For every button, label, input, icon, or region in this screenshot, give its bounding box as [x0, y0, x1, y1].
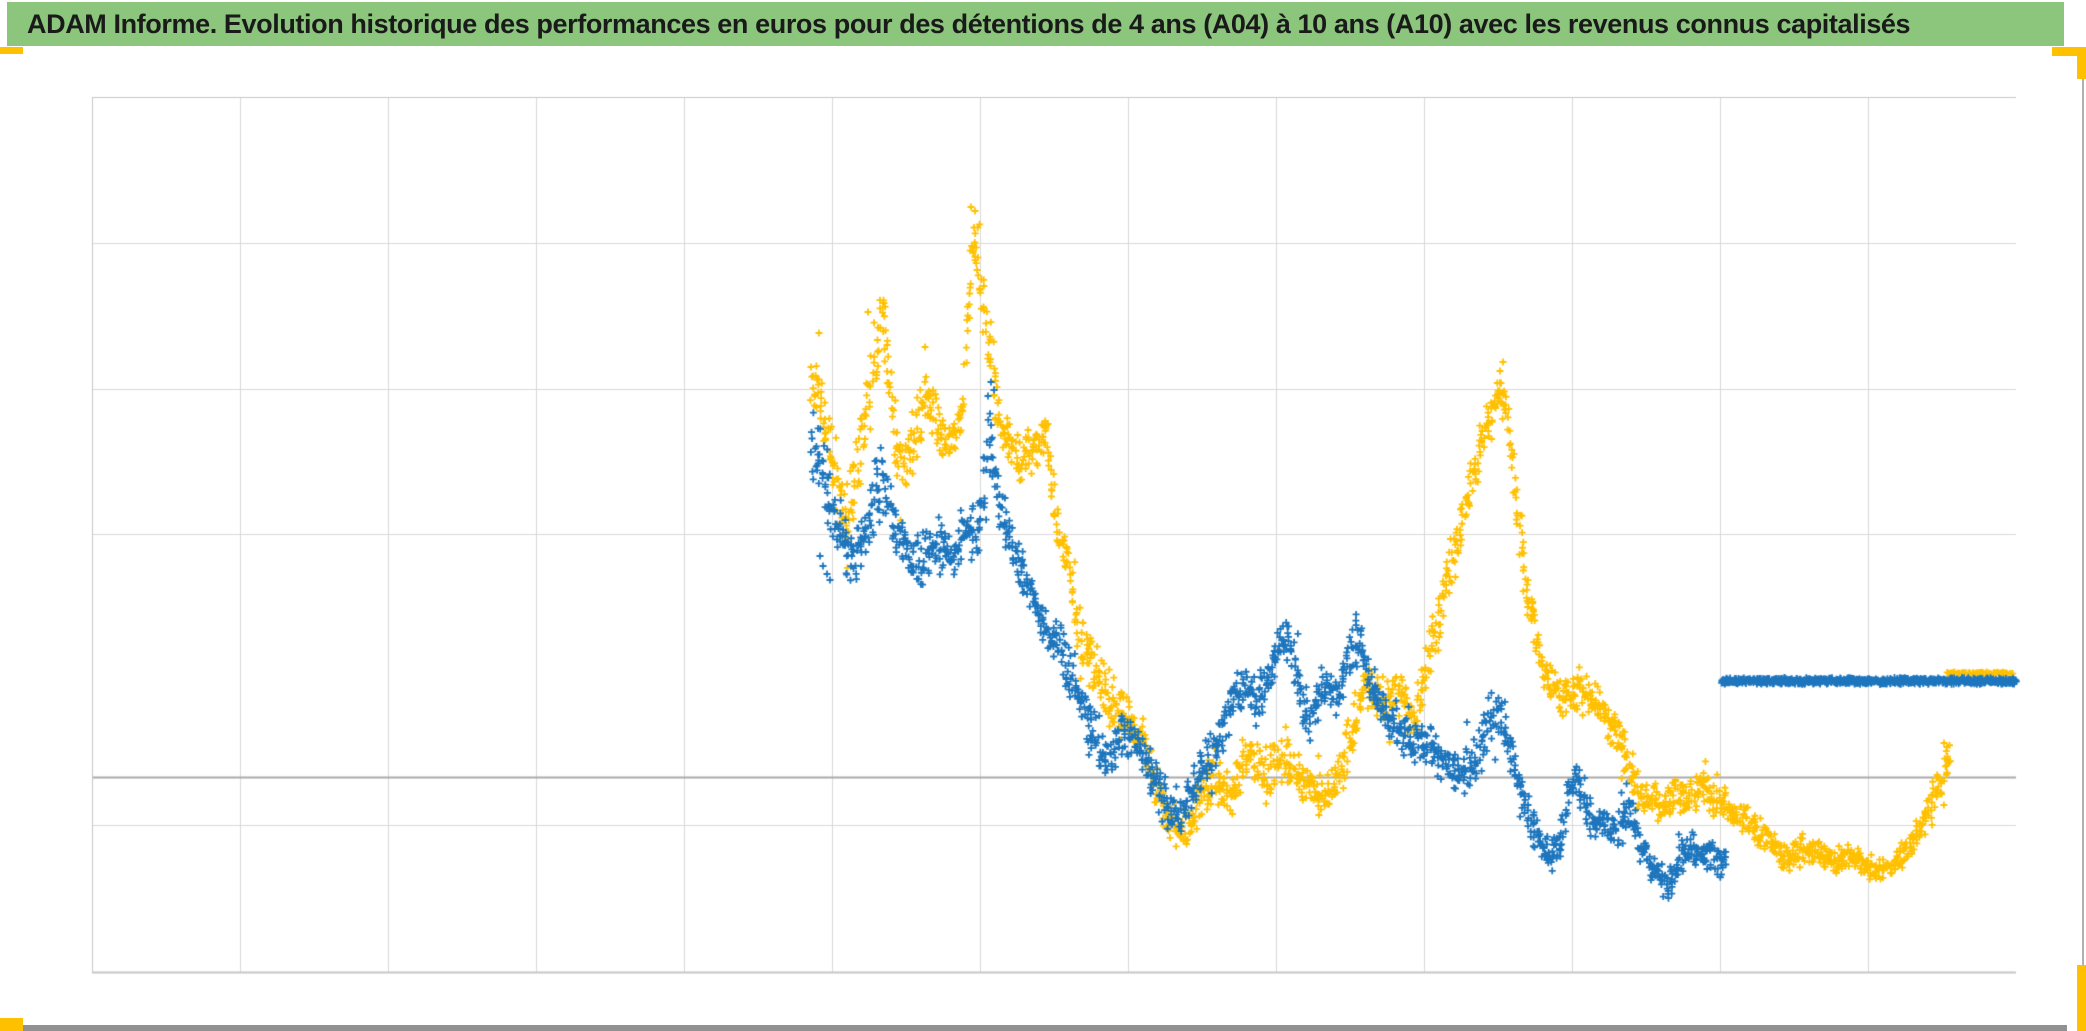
- accent-stub-bottom-right: [2077, 965, 2086, 1031]
- accent-corner-top-right-vertical: [2077, 47, 2086, 79]
- accent-dash-top-left: [0, 47, 23, 54]
- right-edge-rule: [2082, 79, 2084, 965]
- bottom-divider-bar: [23, 1025, 2067, 1031]
- accent-corner-top-right-horizontal: [2052, 47, 2086, 56]
- accent-rect-bottom-left: [0, 1018, 23, 1031]
